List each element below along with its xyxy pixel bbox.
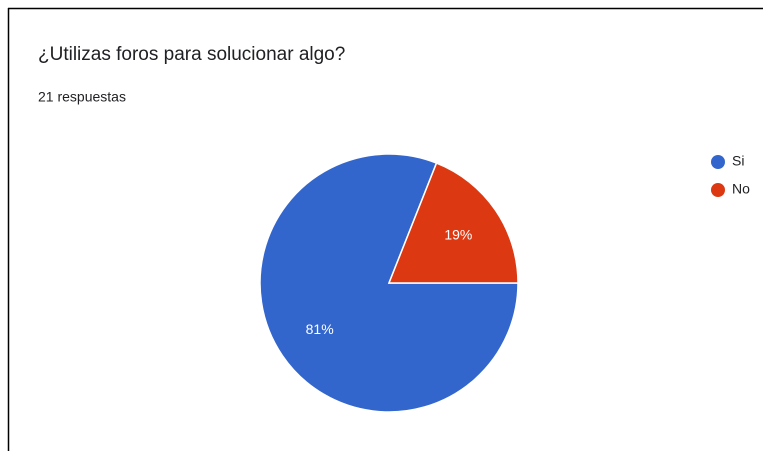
chart-title: ¿Utilizas foros para solucionar algo?	[38, 44, 345, 65]
slice-label: 19%	[444, 227, 472, 243]
legend-label: Si	[732, 153, 744, 169]
legend-label: No	[732, 181, 750, 197]
slice-label: 81%	[306, 321, 334, 337]
pie-slice	[387, 162, 519, 284]
pie: 81% 19%	[259, 153, 519, 413]
chart-subtitle: 21 respuestas	[38, 89, 126, 105]
legend-swatch	[711, 183, 725, 197]
legend-swatch	[711, 155, 725, 169]
legend: Si No	[711, 153, 750, 197]
